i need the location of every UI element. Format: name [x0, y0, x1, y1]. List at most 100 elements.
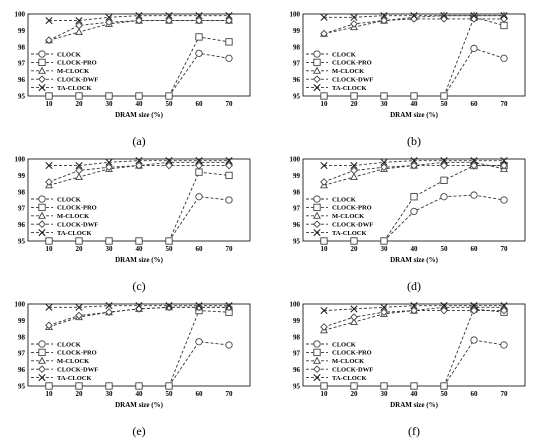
x-tick-label: 60 — [196, 390, 204, 398]
x-tick-label: 70 — [226, 245, 234, 253]
data-point-clock — [225, 54, 233, 62]
data-point-clock-dwf — [45, 178, 53, 186]
legend-marker — [38, 75, 46, 84]
data-point-clock-dwf — [135, 16, 143, 25]
legend-marker — [313, 220, 321, 229]
x-tick-label: 60 — [196, 100, 204, 108]
x-axis-label: DRAM size (%) — [390, 111, 438, 119]
data-point-ta-clock — [75, 16, 83, 25]
chart-panel-5: 95 96 97 98 99 100 10 20 30 40 50 60 70 DRAM size (%)… — [15, 301, 251, 438]
data-point-ta-clock — [165, 302, 173, 310]
data-point-ta-clock — [45, 303, 53, 311]
data-point-clock — [470, 191, 478, 199]
plot-frame — [302, 158, 526, 242]
data-point-ta-clock — [165, 157, 173, 165]
data-point-clock-dwf — [45, 36, 53, 45]
y-tick-label: 97 — [18, 350, 26, 358]
data-point-clock-dwf — [440, 306, 448, 315]
x-tick-label: 30 — [381, 100, 389, 108]
data-point-clock — [500, 54, 508, 62]
data-point-ta-clock — [500, 157, 508, 165]
x-tick-label: 30 — [106, 390, 114, 398]
y-tick-label: 100 — [290, 156, 301, 164]
data-point-m-clock — [75, 27, 83, 36]
y-tick-label: 98 — [18, 43, 26, 51]
data-point-clock-pro — [410, 193, 418, 201]
x-tick-label: 20 — [351, 245, 359, 253]
data-point-clock-pro — [225, 171, 233, 180]
x-axis-label: DRAM size (%) — [390, 401, 438, 409]
y-tick-label: 98 — [293, 43, 301, 51]
x-tick-label: 50 — [166, 100, 174, 108]
data-point-clock-pro — [320, 92, 328, 100]
legend-marker — [38, 84, 46, 92]
data-point-ta-clock — [135, 302, 143, 310]
data-point-clock-pro — [165, 237, 173, 245]
y-tick-label: 96 — [18, 366, 26, 374]
data-point-clock-dwf — [225, 161, 233, 170]
legend-marker — [38, 348, 46, 357]
legend-marker — [38, 220, 46, 229]
data-point-clock-dwf — [410, 15, 418, 23]
legend-label: CLOCK-PRO — [332, 205, 372, 212]
data-point-clock-pro — [75, 92, 83, 100]
data-point-ta-clock — [165, 12, 173, 20]
legend-label: M-CLOCK — [332, 358, 364, 365]
y-tick-label: 98 — [293, 188, 301, 196]
data-point-clock-pro — [45, 237, 53, 245]
legend-marker — [313, 374, 321, 382]
x-tick-label: 70 — [226, 100, 234, 108]
data-point-clock-dwf — [440, 161, 448, 170]
legend-label: TA-CLOCK — [57, 375, 92, 382]
y-tick-label: 99 — [293, 317, 301, 325]
legend-marker — [313, 195, 321, 203]
legend-label: CLOCK — [332, 51, 356, 58]
data-point-clock-dwf — [225, 16, 233, 25]
y-tick-label: 100 — [290, 11, 301, 19]
data-point-ta-clock — [440, 302, 448, 310]
x-tick-label: 40 — [136, 245, 144, 253]
data-point-clock-dwf — [470, 306, 478, 315]
x-tick-label: 60 — [471, 100, 479, 108]
x-tick-label: 20 — [76, 390, 84, 398]
data-point-clock — [440, 193, 448, 201]
legend-marker — [313, 356, 321, 364]
x-tick-label: 50 — [441, 245, 449, 253]
data-point-clock-dwf — [380, 163, 388, 172]
data-point-clock-dwf — [75, 21, 83, 30]
data-point-clock-pro — [350, 92, 358, 100]
data-point-ta-clock — [105, 158, 113, 166]
data-point-ta-clock — [470, 12, 478, 20]
legend-marker — [38, 356, 46, 364]
data-point-clock — [225, 341, 233, 349]
legend-label: CLOCK-DWF — [332, 367, 373, 374]
legend-label: CLOCK-DWF — [57, 367, 98, 374]
x-tick-label: 70 — [501, 100, 509, 108]
x-tick-label: 20 — [351, 390, 359, 398]
data-point-ta-clock — [440, 12, 448, 20]
panel-caption: (d) — [407, 279, 421, 293]
chart-panel-3: 95 96 97 98 99 100 10 20 30 40 50 60 70 DRAM size (%)… — [15, 156, 251, 293]
x-tick-label: 50 — [441, 100, 449, 108]
data-point-ta-clock — [410, 12, 418, 20]
data-point-ta-clock — [225, 302, 233, 310]
x-tick-label: 70 — [501, 245, 509, 253]
data-point-clock-pro — [105, 92, 113, 100]
data-point-m-clock — [75, 172, 83, 181]
data-point-ta-clock — [225, 157, 233, 165]
data-point-clock-dwf — [350, 313, 358, 321]
legend-label: M-CLOCK — [57, 358, 89, 365]
data-point-clock-pro — [165, 382, 173, 390]
data-point-clock-pro — [440, 92, 448, 100]
data-point-clock-dwf — [320, 178, 328, 186]
y-tick-label: 100 — [15, 156, 26, 164]
data-point-ta-clock — [135, 157, 143, 165]
x-tick-label: 10 — [46, 390, 54, 398]
legend-marker — [313, 229, 321, 237]
data-point-clock — [195, 193, 203, 201]
legend-marker — [313, 58, 321, 67]
x-tick-label: 60 — [471, 390, 479, 398]
data-point-ta-clock — [500, 12, 508, 20]
x-tick-label: 70 — [501, 390, 509, 398]
